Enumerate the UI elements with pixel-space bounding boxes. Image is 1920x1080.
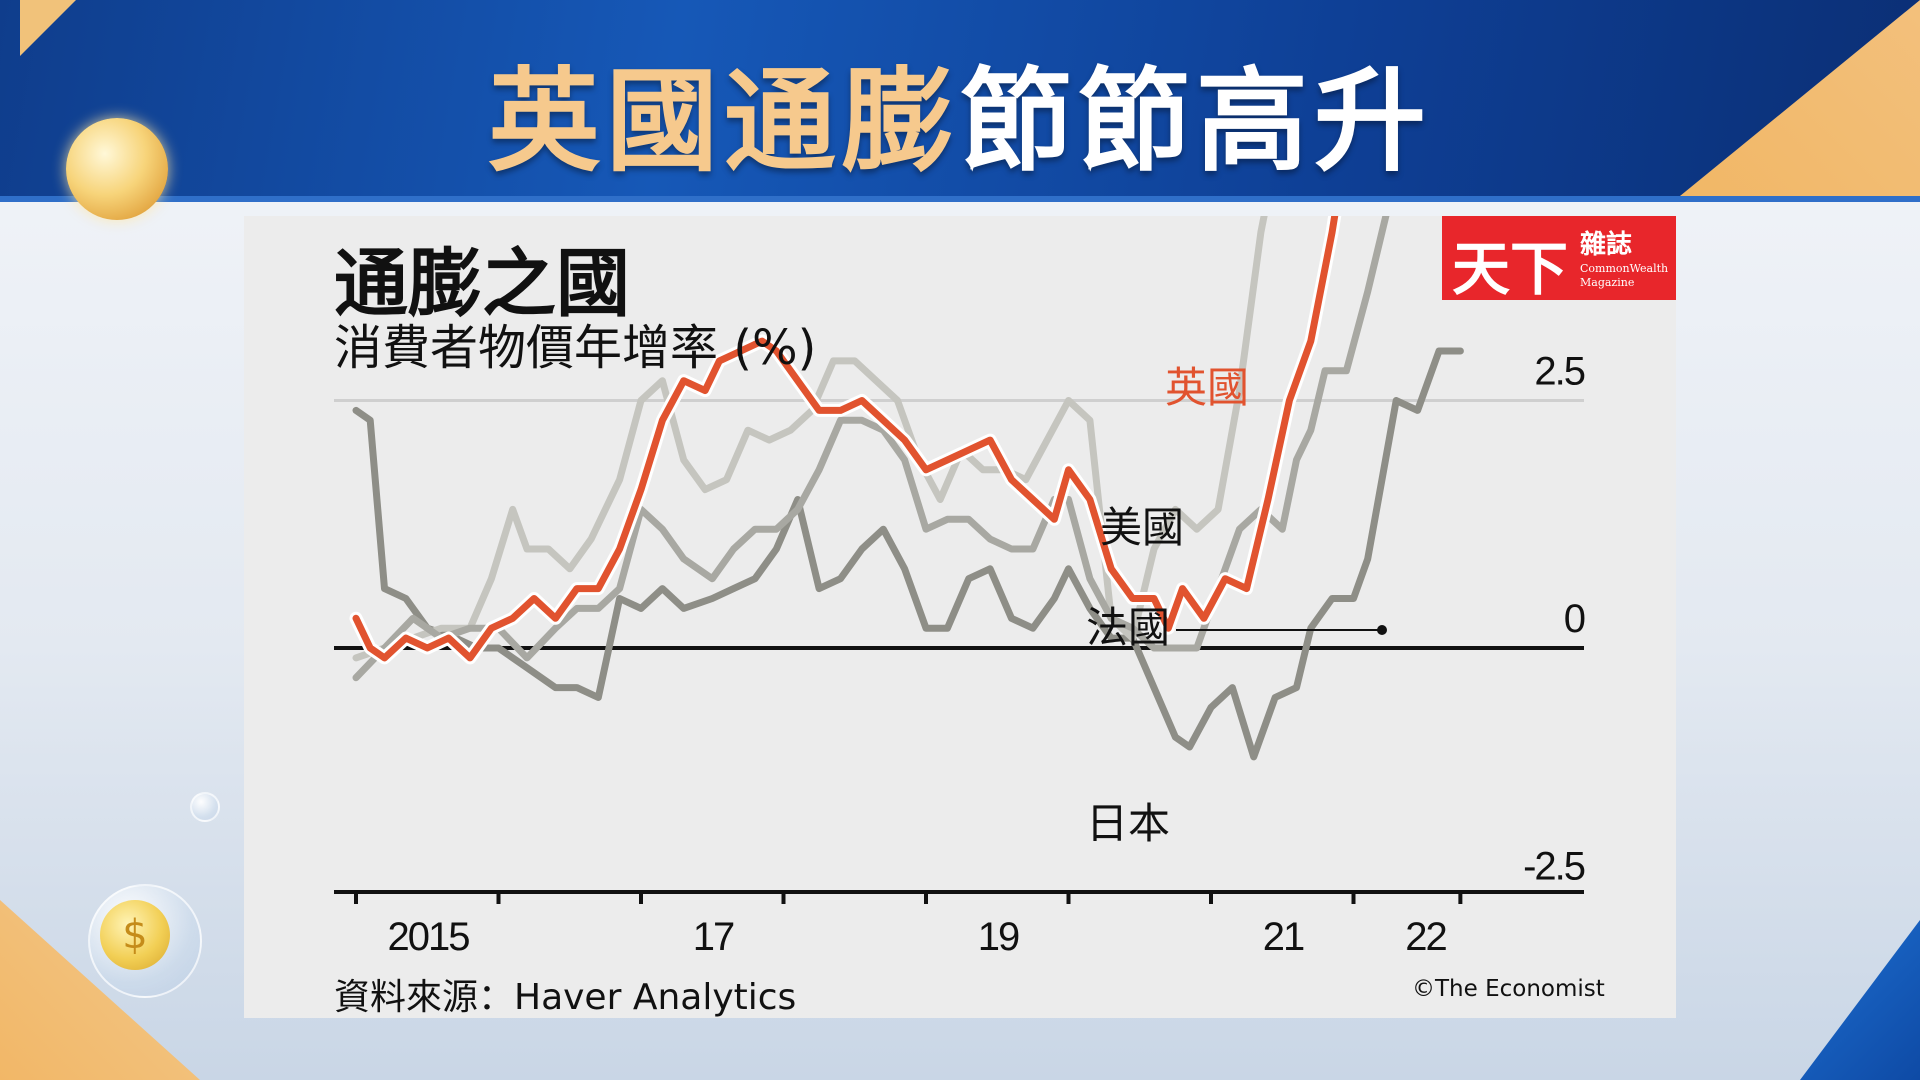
series-line <box>352 216 1268 662</box>
label-leader-dot <box>1377 625 1387 635</box>
headline-highlight: 英國通膨 <box>488 57 960 187</box>
bottom-right-decoration <box>1800 920 1920 1080</box>
headline: 英國通膨節節高升 <box>0 62 1920 182</box>
chart-credit: ©The Economist <box>1412 976 1605 1002</box>
y-tick-label: 2.5 <box>1534 350 1584 394</box>
x-tick-label: 21 <box>1263 915 1304 959</box>
chart-title: 通膨之國 <box>334 241 630 327</box>
y-tick-label: 0 <box>1564 597 1585 641</box>
top-banner <box>0 0 1920 202</box>
series-label-us: 美國 <box>1100 503 1184 552</box>
bubble-decoration <box>190 792 220 822</box>
coin-icon: $ <box>100 900 170 970</box>
y-tick-label: -2.5 <box>1523 845 1585 889</box>
series-line-uk <box>352 216 1339 662</box>
magazine-logo: 天下 雜誌 CommonWealth Magazine <box>1442 216 1676 303</box>
series-line <box>352 216 1390 682</box>
lightbulb-icon <box>66 118 168 220</box>
chart-source: 資料來源：Haver Analytics <box>334 977 797 1018</box>
series-line <box>352 347 1464 761</box>
banner-corner-decoration <box>20 0 76 56</box>
x-tick-label: 2015 <box>388 915 470 959</box>
chart-subtitle: 消費者物價年增率 (%) <box>334 320 817 376</box>
series-label-jp: 日本 <box>1086 799 1170 848</box>
logo-english-text: CommonWealth Magazine <box>1580 262 1669 289</box>
logo-main-text: 天下 <box>1452 235 1569 303</box>
series-label-fr: 法國 <box>1086 603 1170 652</box>
series-label-uk: 英國 <box>1165 363 1249 412</box>
headline-rest: 節節高升 <box>960 57 1432 187</box>
x-tick-label: 17 <box>693 915 734 959</box>
x-tick-label: 22 <box>1405 915 1446 959</box>
logo-sub-text: 雜誌 <box>1580 230 1633 260</box>
x-tick-label: 19 <box>978 915 1019 959</box>
